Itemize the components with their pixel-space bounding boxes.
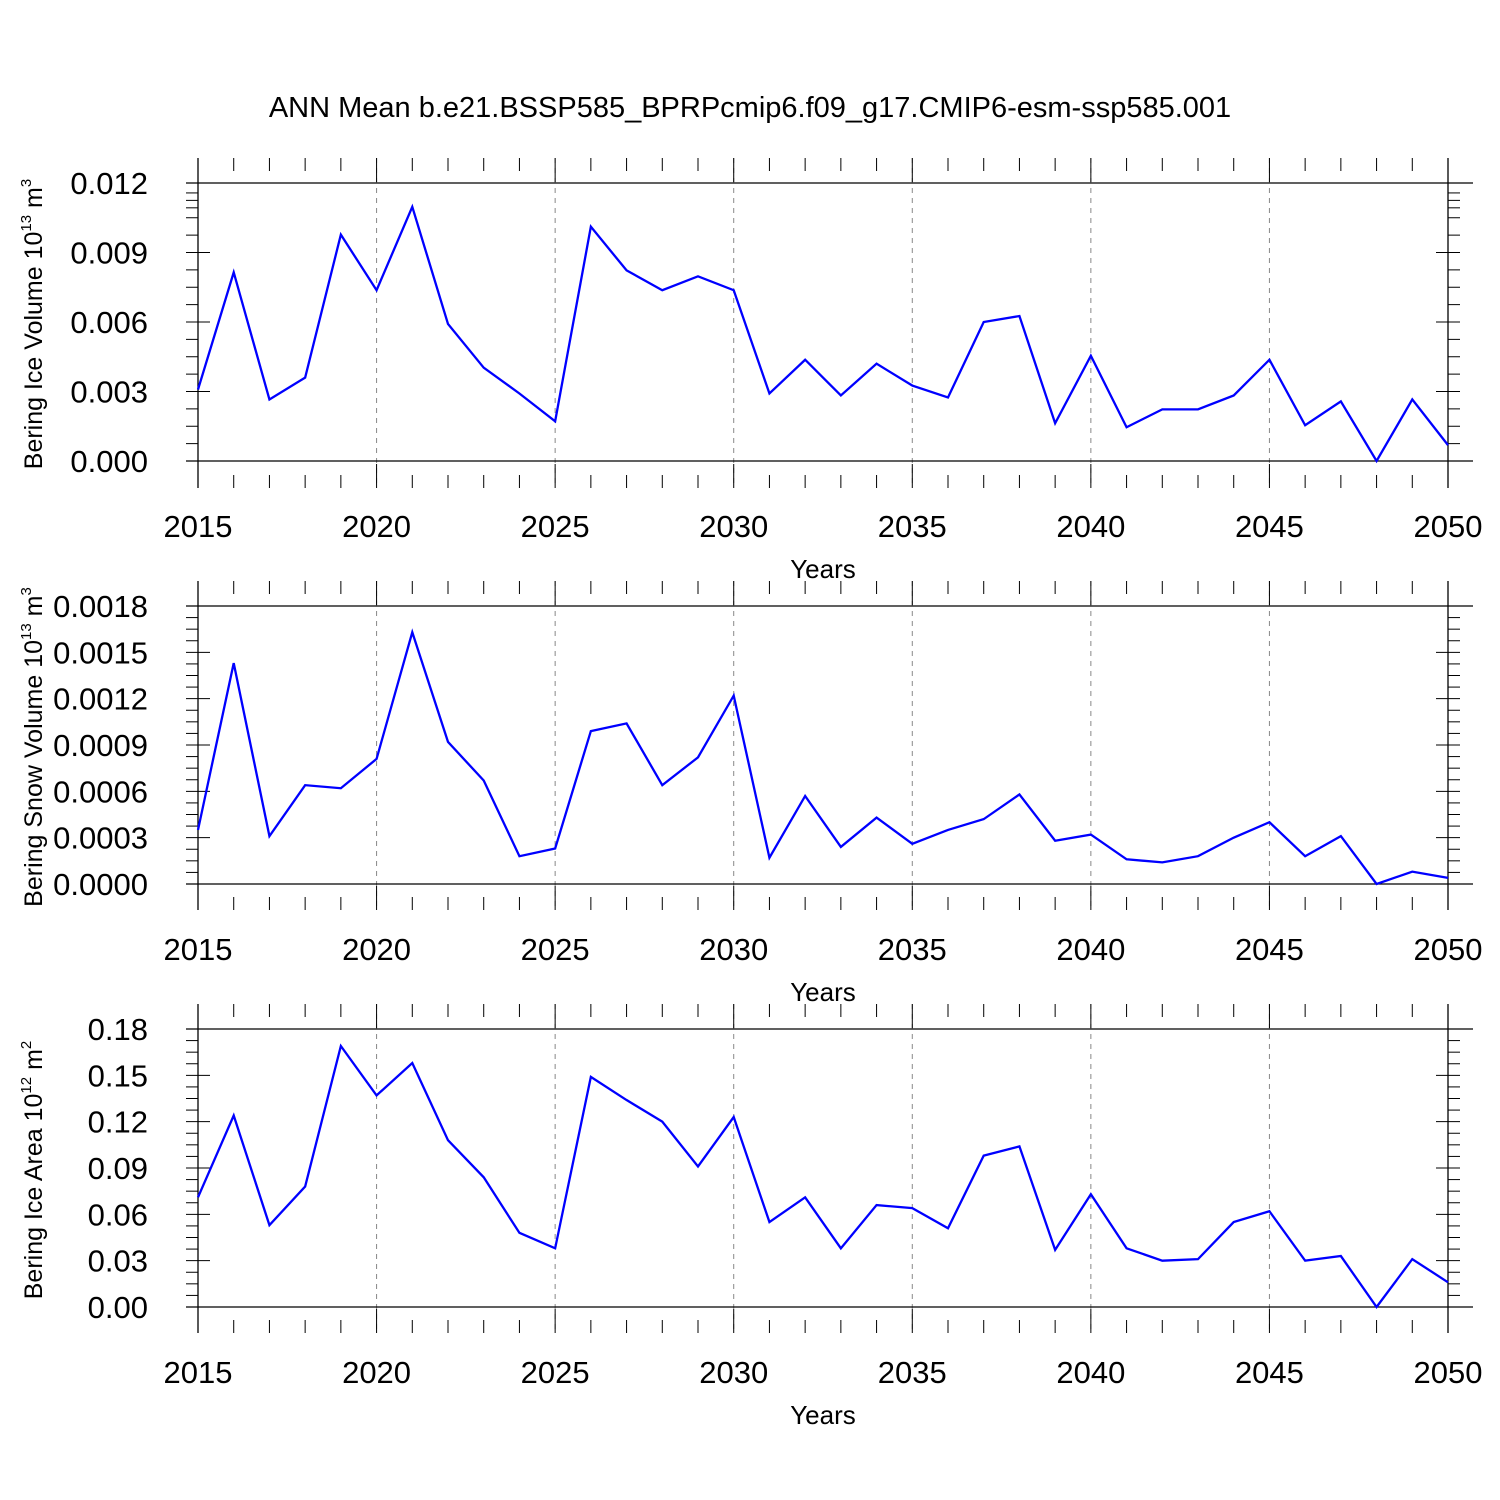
x-tick-label: 2015 bbox=[164, 932, 233, 967]
x-tick-label: 2045 bbox=[1235, 1355, 1304, 1390]
y-axis-title-unit-exponent: 3 bbox=[18, 179, 35, 187]
y-tick-label: 0.0003 bbox=[53, 821, 148, 856]
y-axis-title-text: Bering Ice Volume 10 bbox=[20, 232, 48, 470]
y-tick-label: 0.003 bbox=[70, 375, 148, 410]
panel-2: 0.0000 0.0003 0.0006 0.0009 0.0012 0.0015 0.00… bbox=[18, 581, 1482, 1007]
y-tick-label: 0.006 bbox=[70, 305, 148, 340]
x-tick-label: 2035 bbox=[878, 509, 947, 544]
y-axis-title-unit: m bbox=[20, 596, 48, 624]
y-tick-label: 0.06 bbox=[88, 1197, 148, 1232]
series-line bbox=[198, 1046, 1448, 1307]
x-tick-label: 2045 bbox=[1235, 509, 1304, 544]
x-tick-label: 2050 bbox=[1414, 1355, 1483, 1390]
y-axis-title-unit: m bbox=[20, 187, 48, 215]
x-axis-title: Years bbox=[790, 554, 856, 584]
x-tick-label: 2020 bbox=[342, 932, 411, 967]
x-tick-label: 2050 bbox=[1414, 509, 1483, 544]
x-axis-title: Years bbox=[790, 1400, 856, 1430]
y-axis-title-exponent: 13 bbox=[18, 215, 35, 232]
x-tick-label: 2030 bbox=[699, 509, 768, 544]
y-axis-title-text: Bering Ice Area 10 bbox=[20, 1094, 48, 1300]
y-tick-label: 0.012 bbox=[70, 166, 148, 201]
y-axis-title-unit-exponent: 3 bbox=[18, 587, 35, 595]
y-tick-label: 0.0006 bbox=[53, 774, 148, 809]
y-tick-label: 0.0000 bbox=[53, 867, 148, 902]
series-line bbox=[198, 207, 1448, 461]
x-tick-label: 2035 bbox=[878, 932, 947, 967]
y-tick-label: 0.0018 bbox=[53, 589, 148, 624]
y-tick-label: 0.009 bbox=[70, 236, 148, 271]
x-tick-label: 2030 bbox=[699, 1355, 768, 1390]
y-tick-label: 0.0015 bbox=[53, 635, 148, 670]
x-tick-label: 2030 bbox=[699, 932, 768, 967]
x-tick-label: 2020 bbox=[342, 509, 411, 544]
y-tick-label: 0.00 bbox=[88, 1290, 148, 1325]
panel-1: 0.000 0.003 0.006 0.009 0.012 2015 2020 2025 203… bbox=[18, 158, 1482, 584]
y-axis-title: Bering Ice Volume 1013 m3 bbox=[18, 179, 48, 469]
y-axis-title-text: Bering Snow Volume 10 bbox=[20, 640, 48, 907]
y-tick-label: 0.18 bbox=[88, 1012, 148, 1047]
y-tick-label: 0.09 bbox=[88, 1151, 148, 1186]
x-tick-label: 2025 bbox=[521, 509, 590, 544]
y-axis-title-exponent: 13 bbox=[18, 623, 35, 640]
series-line bbox=[198, 632, 1448, 884]
y-tick-label: 0.000 bbox=[70, 444, 148, 479]
x-tick-label: 2040 bbox=[1056, 932, 1125, 967]
y-tick-label: 0.12 bbox=[88, 1105, 148, 1140]
y-tick-label: 0.0012 bbox=[53, 682, 148, 717]
x-tick-label: 2040 bbox=[1056, 509, 1125, 544]
x-tick-label: 2040 bbox=[1056, 1355, 1125, 1390]
x-tick-label: 2050 bbox=[1414, 932, 1483, 967]
x-tick-label: 2045 bbox=[1235, 932, 1304, 967]
y-axis-title: Bering Snow Volume 1013 m3 bbox=[18, 587, 48, 907]
x-tick-label: 2025 bbox=[521, 1355, 590, 1390]
y-axis-title: Bering Ice Area 1012 m2 bbox=[18, 1041, 48, 1300]
x-tick-label: 2025 bbox=[521, 932, 590, 967]
x-tick-label: 2015 bbox=[164, 1355, 233, 1390]
y-axis-title-exponent: 12 bbox=[18, 1077, 35, 1094]
y-axis-title-unit-exponent: 2 bbox=[18, 1041, 35, 1049]
panel-3: 0.00 0.03 0.06 0.09 0.12 0.15 0.18 2015 2020 2025… bbox=[18, 1004, 1482, 1430]
x-tick-label: 2035 bbox=[878, 1355, 947, 1390]
y-tick-label: 0.03 bbox=[88, 1244, 148, 1279]
y-axis-title-unit: m bbox=[20, 1049, 48, 1077]
x-tick-label: 2015 bbox=[164, 509, 233, 544]
y-tick-label: 0.15 bbox=[88, 1058, 148, 1093]
x-tick-label: 2020 bbox=[342, 1355, 411, 1390]
x-axis-title: Years bbox=[790, 977, 856, 1007]
y-tick-label: 0.0009 bbox=[53, 728, 148, 763]
